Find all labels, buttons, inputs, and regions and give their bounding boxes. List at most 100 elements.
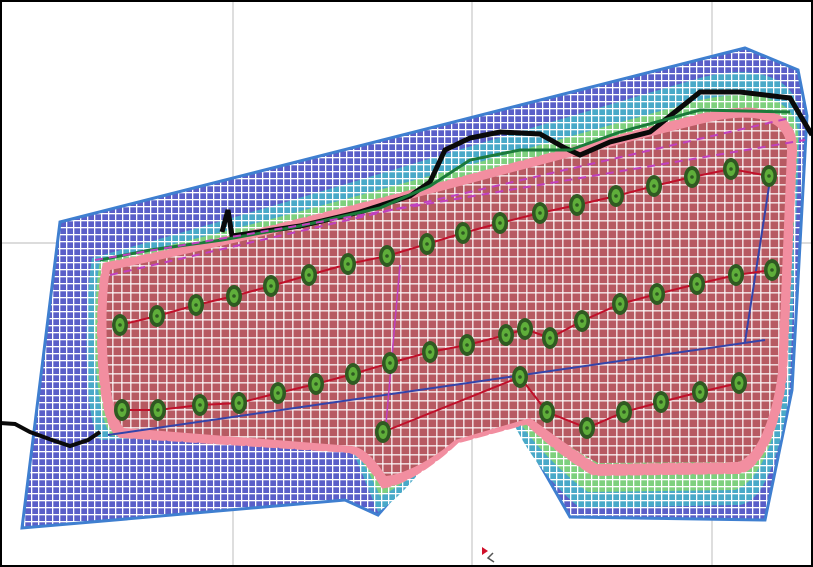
well-marker-icon[interactable] [459, 334, 475, 356]
well-marker-icon[interactable] [723, 158, 739, 180]
well-marker-center [498, 221, 502, 225]
well-marker-icon[interactable] [301, 264, 317, 286]
well-marker-center [276, 391, 280, 395]
well-marker-icon[interactable] [684, 166, 700, 188]
well-marker-icon[interactable] [761, 165, 777, 187]
well-marker-icon[interactable] [574, 310, 590, 332]
well-marker-icon[interactable] [492, 212, 508, 234]
well-marker-center [585, 426, 589, 430]
well-marker-center [194, 303, 198, 307]
well-marker-center [381, 430, 385, 434]
well-marker-icon[interactable] [419, 233, 435, 255]
well-marker-center [659, 400, 663, 404]
well-marker-icon[interactable] [532, 202, 548, 224]
well-marker-icon[interactable] [345, 363, 361, 385]
well-marker-icon[interactable] [542, 327, 558, 349]
outer-boundary-line [20, 46, 809, 530]
cursor-marker-icon [482, 547, 495, 563]
well-marker-center [622, 410, 626, 414]
well-marker-icon[interactable] [149, 305, 165, 327]
well-marker-icon[interactable] [340, 253, 356, 275]
well-marker-center [156, 408, 160, 412]
well-marker-icon[interactable] [728, 264, 744, 286]
well-marker-icon[interactable] [422, 341, 438, 363]
well-marker-icon[interactable] [375, 421, 391, 443]
well-marker-center [385, 254, 389, 258]
well-marker-icon[interactable] [308, 373, 324, 395]
well-marker-center [346, 262, 350, 266]
well-marker-icon[interactable] [512, 366, 528, 388]
well-marker-center [690, 175, 694, 179]
well-marker-icon[interactable] [455, 222, 471, 244]
well-marker-icon[interactable] [646, 175, 662, 197]
well-marker-icon[interactable] [689, 273, 705, 295]
well-marker-icon[interactable] [270, 382, 286, 404]
well-marker-icon[interactable] [150, 399, 166, 421]
well-marker-center [232, 294, 236, 298]
well-marker-center [155, 314, 159, 318]
diagonal-line-2 [744, 179, 771, 343]
well-marker-center [518, 375, 522, 379]
diagonal-line-3 [384, 264, 401, 436]
well-marker-center [575, 203, 579, 207]
well-marker-center [120, 408, 124, 412]
well-marker-center [351, 372, 355, 376]
well-marker-icon[interactable] [517, 318, 533, 340]
well-marker-icon[interactable] [649, 283, 665, 305]
well-marker-icon[interactable] [192, 394, 208, 416]
well-marker-center [737, 381, 741, 385]
well-marker-center [237, 401, 241, 405]
well-marker-center [695, 282, 699, 286]
well-marker-center [614, 194, 618, 198]
well-marker-center [198, 403, 202, 407]
well-marker-center [388, 361, 392, 365]
well-marker-icon[interactable] [608, 185, 624, 207]
well-marker-icon[interactable] [579, 417, 595, 439]
well-marker-icon[interactable] [692, 381, 708, 403]
well-marker-icon[interactable] [114, 399, 130, 421]
well-marker-center [655, 292, 659, 296]
well-marker-center [770, 268, 774, 272]
well-marker-icon[interactable] [498, 324, 514, 346]
cursor-marker-tail [486, 552, 495, 563]
well-marker-center [425, 242, 429, 246]
well-marker-icon[interactable] [616, 401, 632, 423]
terrain-profile-line [0, 421, 102, 449]
well-marker-center [580, 319, 584, 323]
well-marker-icon[interactable] [379, 245, 395, 267]
well-rows [112, 158, 780, 443]
well-marker-icon[interactable] [188, 294, 204, 316]
well-marker-icon[interactable] [612, 293, 628, 315]
well-marker-icon[interactable] [569, 194, 585, 216]
well-marker-icon[interactable] [226, 285, 242, 307]
well-marker-icon[interactable] [231, 392, 247, 414]
well-marker-center [314, 382, 318, 386]
well-marker-icon[interactable] [731, 372, 747, 394]
well-marker-center [118, 323, 122, 327]
well-marker-center [652, 184, 656, 188]
well-marker-center [734, 273, 738, 277]
guide-line-dashed-2 [109, 117, 791, 276]
well-marker-icon[interactable] [382, 352, 398, 374]
terrain-profile-line-green [99, 108, 791, 262]
cursor-marker-head [482, 547, 488, 555]
well-marker-center [307, 273, 311, 277]
well-marker-icon[interactable] [764, 259, 780, 281]
well-marker-center [698, 390, 702, 394]
well-marker-center [428, 350, 432, 354]
well-marker-center [504, 333, 508, 337]
well-marker-center [538, 211, 542, 215]
well-marker-icon[interactable] [539, 401, 555, 423]
well-marker-icon[interactable] [653, 391, 669, 413]
well-marker-center [618, 302, 622, 306]
well-marker-center [523, 327, 527, 331]
well-marker-icon[interactable] [263, 275, 279, 297]
well-marker-center [465, 343, 469, 347]
well-marker-icon[interactable] [112, 314, 128, 336]
well-marker-center [767, 174, 771, 178]
diagonal-line-1 [107, 339, 766, 436]
well-marker-center [269, 284, 273, 288]
